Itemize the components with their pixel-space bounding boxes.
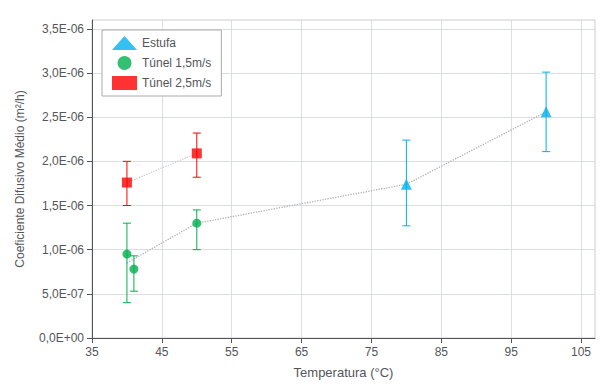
- svg-text:Temperatura (°C): Temperatura (°C): [294, 365, 394, 380]
- svg-text:Estufa: Estufa: [142, 36, 176, 50]
- svg-text:2,0E-06: 2,0E-06: [42, 154, 84, 168]
- svg-text:Túnel 1,5m/s: Túnel 1,5m/s: [142, 56, 211, 70]
- svg-text:75: 75: [365, 345, 379, 359]
- svg-text:Coeficiente Difusivo Médio (m²: Coeficiente Difusivo Médio (m²/h): [13, 90, 27, 267]
- svg-text:5,0E-07: 5,0E-07: [42, 287, 84, 301]
- svg-text:35: 35: [85, 345, 99, 359]
- svg-text:2,5E-06: 2,5E-06: [42, 110, 84, 124]
- svg-text:65: 65: [295, 345, 309, 359]
- svg-text:0,0E+00: 0,0E+00: [39, 331, 84, 345]
- svg-text:1,0E-06: 1,0E-06: [42, 243, 84, 257]
- svg-text:85: 85: [435, 345, 449, 359]
- svg-text:Túnel 2,5m/s: Túnel 2,5m/s: [142, 76, 211, 90]
- svg-text:1,5E-06: 1,5E-06: [42, 199, 84, 213]
- svg-text:3,5E-06: 3,5E-06: [42, 22, 84, 36]
- svg-text:95: 95: [504, 345, 518, 359]
- svg-text:3,0E-06: 3,0E-06: [42, 66, 84, 80]
- svg-text:45: 45: [155, 345, 169, 359]
- svg-text:105: 105: [571, 345, 591, 359]
- svg-text:55: 55: [225, 345, 239, 359]
